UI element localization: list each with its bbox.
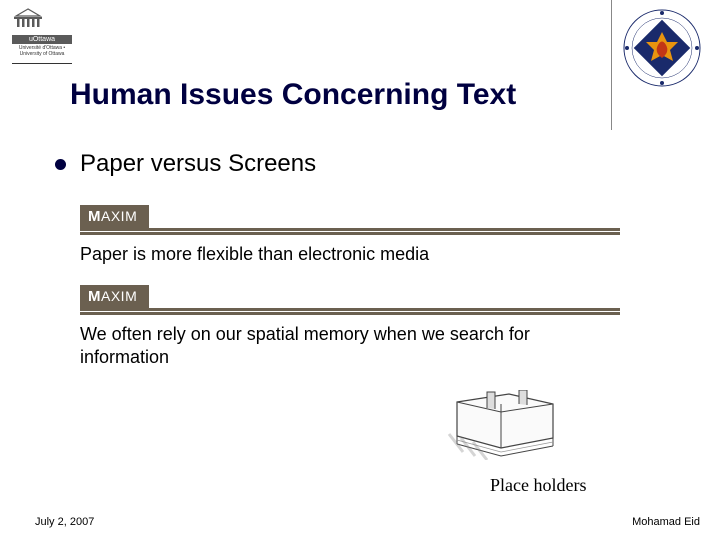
maxim-label-rest: AXIM (101, 208, 137, 224)
logo-subtitle: Université d'Ottawa • University of Otta… (12, 46, 72, 57)
slide-title: Human Issues Concerning Text (70, 78, 516, 112)
footer-author: Mohamad Eid (632, 516, 700, 528)
logo-underline (12, 63, 72, 64)
maxim-text-2: We often rely on our spatial memory when… (80, 323, 620, 368)
maxim-text-1: Paper is more flexible than electronic m… (80, 243, 620, 266)
research-seal (622, 8, 702, 88)
bullet-icon (55, 159, 66, 170)
maxim-bar (80, 312, 620, 315)
bullet-text: Paper versus Screens (80, 150, 316, 178)
maxim-label-rest: AXIM (101, 288, 137, 304)
place-holders-caption: Place holders (490, 475, 586, 496)
header-divider (611, 0, 612, 130)
uottawa-logo: uOttawa Université d'Ottawa • University… (12, 8, 72, 64)
logo-name: uOttawa (12, 35, 72, 44)
maxim-block-1: MAXIM Paper is more flexible than electr… (80, 205, 620, 266)
maxim-label: MAXIM (80, 285, 149, 308)
building-icon (12, 8, 44, 28)
bullet-item: Paper versus Screens (55, 150, 316, 178)
maxim-bar (80, 232, 620, 235)
book-illustration (445, 390, 565, 460)
maxim-label: MAXIM (80, 205, 149, 228)
maxim-block-2: MAXIM We often rely on our spatial memor… (80, 285, 620, 368)
footer-date: July 2, 2007 (35, 516, 94, 528)
